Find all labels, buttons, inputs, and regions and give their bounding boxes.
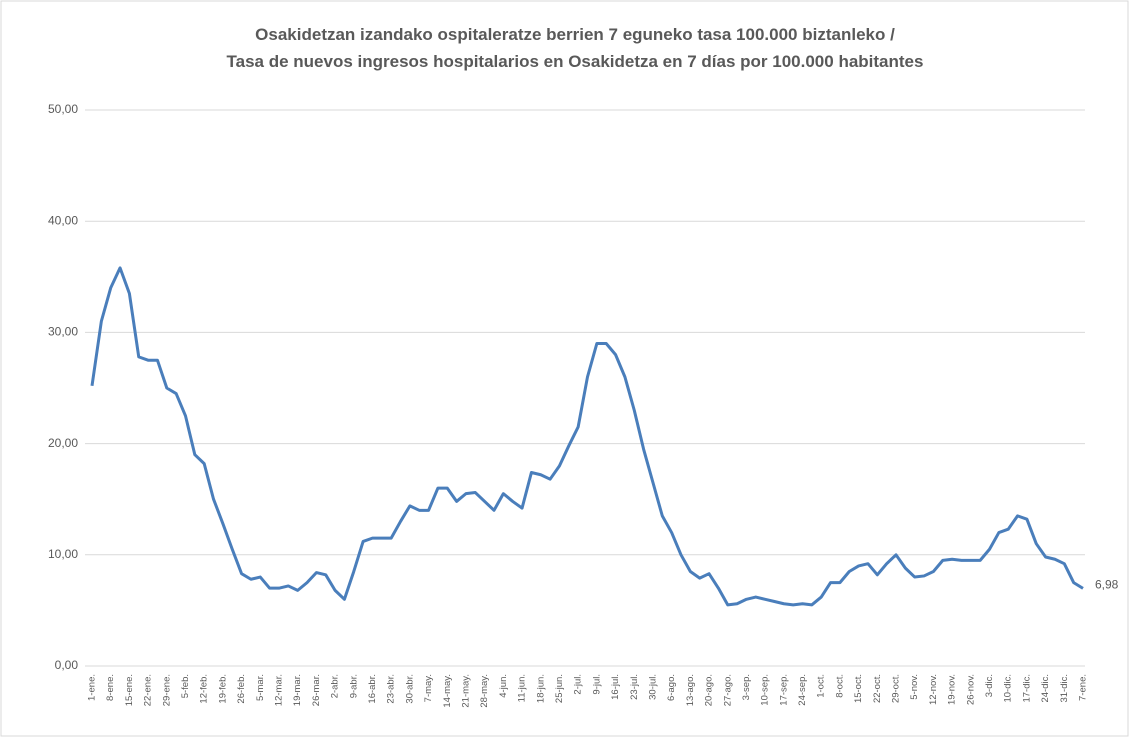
- x-tick-label: 15-oct.: [853, 674, 864, 703]
- x-tick-label: 24-sep.: [797, 674, 808, 706]
- y-tick-label: 10,00: [48, 547, 78, 561]
- x-tick-label: 26-feb.: [236, 674, 247, 704]
- x-tick-label: 9-abr.: [348, 674, 359, 698]
- x-tick-label: 16-abr.: [367, 674, 378, 704]
- chart-subtitle: Tasa de nuevos ingresos hospitalarios en…: [227, 52, 924, 71]
- x-tick-label: 1-oct.: [816, 674, 827, 698]
- x-tick-label: 10-dic.: [1003, 674, 1014, 703]
- x-tick-label: 10-sep.: [760, 674, 771, 706]
- x-tick-label: 22-oct.: [872, 674, 883, 703]
- x-tick-label: 25-jun.: [554, 674, 565, 703]
- x-tick-label: 6-ago.: [666, 674, 677, 701]
- x-tick-label: 5-nov.: [909, 674, 920, 700]
- x-tick-label: 21-may.: [460, 674, 471, 708]
- x-tick-label: 2-abr.: [330, 674, 341, 698]
- x-tick-label: 16-jul.: [610, 674, 621, 700]
- x-tick-label: 30-abr.: [404, 674, 415, 704]
- x-tick-label: 12-nov.: [928, 674, 939, 705]
- x-tick-label: 17-dic.: [1021, 674, 1032, 703]
- x-tick-label: 20-ago.: [704, 674, 715, 706]
- x-tick-label: 7-may.: [423, 674, 434, 702]
- x-tick-label: 8-oct.: [834, 674, 845, 698]
- x-tick-label: 14-may.: [442, 674, 453, 708]
- data-line: [90, 266, 1084, 607]
- x-tick-label: 23-jul.: [629, 674, 640, 700]
- x-tick-label: 7-ene.: [1078, 674, 1089, 701]
- x-tick-label: 26-mar.: [311, 674, 322, 706]
- x-tick-label: 2-jul.: [573, 674, 584, 695]
- x-tick-label: 17-sep.: [778, 674, 789, 706]
- x-tick-label: 22-ene.: [143, 674, 154, 706]
- x-tick-label: 5-mar.: [255, 674, 266, 701]
- data-label: 6,98: [1095, 578, 1119, 592]
- x-tick-label: 3-sep.: [741, 674, 752, 700]
- x-tick-label: 26-nov.: [965, 674, 976, 705]
- y-tick-label: 40,00: [48, 213, 78, 227]
- x-tick-label: 12-mar.: [273, 674, 284, 706]
- x-tick-label: 29-ene.: [161, 674, 172, 706]
- y-tick-label: 30,00: [48, 325, 78, 339]
- x-tick-label: 29-oct.: [891, 674, 902, 703]
- x-tick-label: 19-feb.: [217, 674, 228, 704]
- y-tick-label: 20,00: [48, 436, 78, 450]
- x-tick-label: 27-ago.: [722, 674, 733, 706]
- x-tick-label: 4-jun.: [498, 674, 509, 698]
- x-tick-label: 23-abr.: [386, 674, 397, 704]
- x-tick-label: 9-jul.: [591, 674, 602, 695]
- x-tick-label: 24-dic.: [1040, 674, 1051, 703]
- x-tick-label: 8-ene.: [105, 674, 116, 701]
- x-tick-label: 18-jun.: [535, 674, 546, 703]
- x-tick-label: 3-dic.: [984, 674, 995, 697]
- x-tick-label: 12-feb.: [199, 674, 210, 704]
- x-tick-label: 13-ago.: [685, 674, 696, 706]
- x-tick-label: 11-jun.: [517, 674, 528, 702]
- x-tick-label: 31-dic.: [1059, 674, 1070, 703]
- chart-title: Osakidetzan izandako ospitaleratze berri…: [255, 25, 895, 44]
- x-tick-label: 30-jul.: [647, 674, 658, 700]
- y-tick-label: 50,00: [48, 102, 78, 116]
- y-tick-label: 0,00: [55, 658, 79, 672]
- x-tick-label: 5-feb.: [180, 674, 191, 698]
- x-tick-label: 15-ene.: [124, 674, 135, 706]
- x-tick-label: 28-may.: [479, 674, 490, 708]
- x-tick-label: 19-nov.: [947, 674, 958, 705]
- x-tick-label: 1-ene.: [87, 674, 98, 701]
- x-tick-label: 19-mar.: [292, 674, 303, 706]
